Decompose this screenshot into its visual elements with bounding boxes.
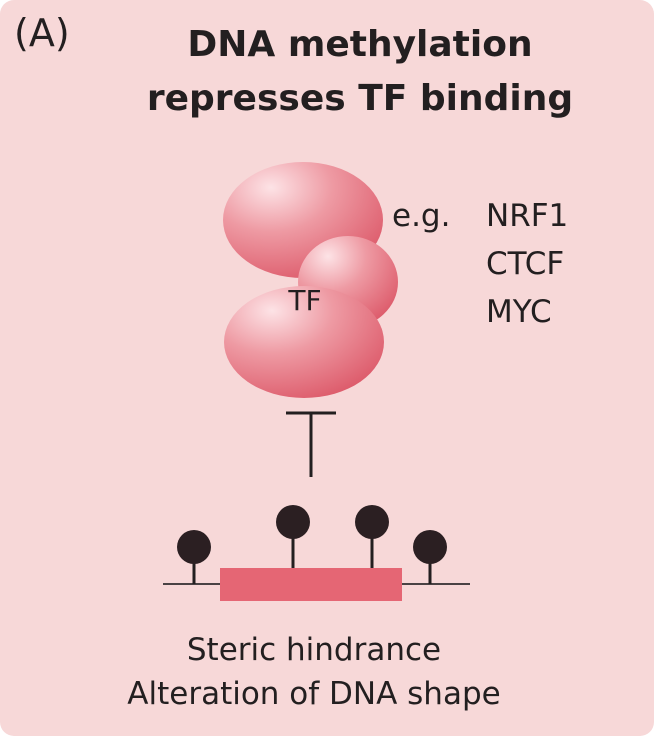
methyl-group <box>355 505 389 568</box>
methyl-group <box>276 505 310 568</box>
panel-label: (A) <box>14 11 70 55</box>
tf-examples: e.g. NRF1 CTCF MYC <box>392 192 568 336</box>
example-item: NRF1 <box>486 198 569 234</box>
diagram-title: DNA methylation represses TF binding <box>80 18 640 126</box>
tf-lobe-bottom <box>224 286 384 398</box>
inhibition-symbol <box>286 411 336 477</box>
methyl-group <box>177 530 211 584</box>
dna-binding-site <box>220 568 402 601</box>
example-item: CTCF <box>486 246 565 282</box>
example-row: CTCF <box>392 240 568 288</box>
example-row: MYC <box>392 288 568 336</box>
caption-line-1: Steric hindrance <box>186 632 442 668</box>
example-row: e.g. NRF1 <box>392 192 568 240</box>
dna-strand <box>163 568 470 601</box>
mechanism-caption: Steric hindrance Alteration of DNA shape <box>0 628 628 716</box>
tf-protein: TF <box>223 162 398 398</box>
example-item: MYC <box>486 294 552 330</box>
tf-label: TF <box>287 284 321 317</box>
title-line-1: DNA methylation <box>187 24 533 65</box>
methyl-groups <box>177 505 447 584</box>
methyl-group <box>413 530 447 584</box>
caption-line-2: Alteration of DNA shape <box>127 676 501 712</box>
title-line-2: represses TF binding <box>146 78 574 119</box>
example-prefix: e.g. <box>392 198 451 234</box>
